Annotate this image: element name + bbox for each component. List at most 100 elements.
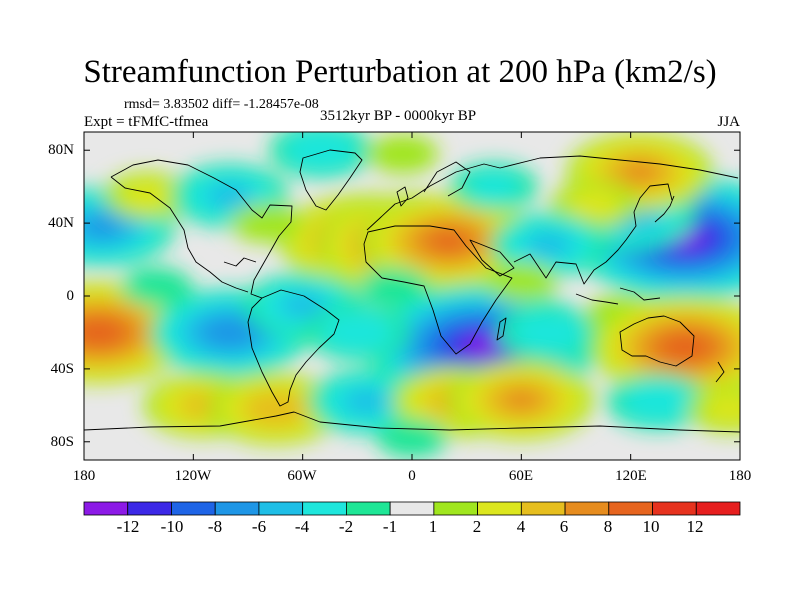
contour-band bbox=[367, 134, 439, 174]
contour-field bbox=[84, 132, 740, 460]
scandinavia-coast bbox=[423, 161, 471, 197]
cyclonic-anomaly bbox=[170, 163, 289, 228]
colorbar-swatch bbox=[520, 501, 566, 516]
cyclonic-anomaly bbox=[269, 132, 373, 179]
cyclonic-anomaly bbox=[307, 369, 426, 434]
contour-band bbox=[510, 311, 588, 354]
colorbar-swatch bbox=[302, 501, 347, 516]
anticyclonic-anomaly bbox=[230, 203, 302, 243]
cyclonic-anomaly bbox=[450, 162, 538, 211]
lat-tick-0: 0 bbox=[66, 288, 75, 304]
anticyclonic-anomaly bbox=[591, 295, 740, 399]
colorbar-label: 12 bbox=[686, 517, 704, 536]
coastlines bbox=[84, 149, 740, 433]
anticyclonic-anomaly bbox=[448, 359, 595, 440]
asia-coast bbox=[499, 155, 739, 179]
chart-title: Streamfunction Perturbation at 200 hPa (… bbox=[83, 54, 717, 90]
colorbar-label: 2 bbox=[472, 517, 482, 536]
contour-band bbox=[242, 390, 309, 428]
contour-band bbox=[230, 203, 302, 243]
contour-band bbox=[84, 317, 127, 348]
contour-band bbox=[618, 160, 661, 184]
contour-band bbox=[342, 388, 390, 415]
lon-tick-120w: 120W bbox=[174, 468, 212, 484]
contour-band bbox=[279, 292, 327, 318]
colorbar-swatch bbox=[258, 501, 304, 516]
lat-tick-80s: 80S bbox=[50, 434, 74, 450]
lon-tick-180w: 180 bbox=[72, 468, 96, 484]
anticyclonic-anomaly bbox=[686, 384, 740, 434]
contour-band bbox=[118, 179, 178, 212]
lon-tick-60e: 60E bbox=[508, 468, 534, 484]
cyclonic-anomaly bbox=[358, 267, 430, 307]
colorbar-swatch bbox=[652, 501, 697, 516]
contour-band bbox=[619, 380, 697, 423]
season-label: JJA bbox=[717, 114, 740, 130]
colorbar-label: 1 bbox=[428, 517, 438, 536]
colorbar-swatch bbox=[477, 501, 522, 516]
axis-ticks bbox=[83, 132, 741, 460]
cyclonic-anomaly bbox=[489, 212, 608, 278]
colorbar-label: 10 bbox=[642, 517, 660, 536]
contour-band bbox=[376, 418, 448, 458]
contour-band bbox=[525, 232, 573, 258]
colorbar-label: 4 bbox=[516, 517, 526, 536]
contour-band bbox=[500, 388, 543, 412]
new-zealand-coast bbox=[715, 361, 725, 383]
colorbar-label: 6 bbox=[559, 517, 569, 536]
colorbar-label: -2 bbox=[338, 517, 354, 536]
stats-text: rmsd= 3.83502 diff= -1.28457e-08 bbox=[124, 97, 319, 112]
field-blobs bbox=[84, 132, 740, 458]
contour-band bbox=[485, 261, 557, 301]
cyclonic-anomaly bbox=[376, 418, 448, 458]
colorbar-swatch bbox=[83, 501, 129, 516]
anticyclonic-anomaly bbox=[361, 193, 536, 289]
contour-band bbox=[657, 331, 714, 363]
lon-tick-60w: 60W bbox=[287, 468, 317, 484]
contour-band bbox=[463, 337, 499, 357]
colorbar-swatch bbox=[345, 501, 391, 516]
colorbar-swatch bbox=[564, 501, 610, 516]
colorbar bbox=[83, 501, 741, 516]
lat-tick-40s: 40S bbox=[50, 361, 74, 377]
africa-coast bbox=[363, 225, 513, 355]
colorbar-label: -10 bbox=[160, 517, 184, 536]
colorbar-label: -4 bbox=[294, 517, 310, 536]
contour-band bbox=[429, 230, 468, 252]
arabia-coast bbox=[469, 239, 515, 277]
colorbar-swatch bbox=[433, 501, 479, 516]
cyclonic-anomaly bbox=[121, 267, 193, 307]
britain-coast bbox=[396, 186, 409, 207]
colorbar-swatch bbox=[214, 501, 260, 516]
contour-band bbox=[199, 316, 260, 349]
antarctica-coast bbox=[84, 411, 740, 433]
contour-band bbox=[564, 188, 624, 221]
contour-band bbox=[701, 392, 740, 426]
colorbar-swatch bbox=[127, 501, 172, 516]
gulf-of-mexico bbox=[223, 257, 257, 267]
south-america-coast bbox=[247, 289, 340, 407]
north-america-west-coast bbox=[110, 176, 249, 293]
contour-band bbox=[318, 311, 396, 354]
contour-band bbox=[206, 182, 254, 209]
japan-coast bbox=[654, 195, 675, 223]
contour-band bbox=[282, 132, 360, 172]
contour-band bbox=[121, 267, 193, 307]
indonesia-coast bbox=[575, 287, 661, 305]
anticyclonic-anomaly bbox=[367, 134, 439, 174]
lon-tick-180e: 180 bbox=[728, 468, 752, 484]
contour-band bbox=[464, 170, 524, 203]
north-america-coast bbox=[110, 159, 293, 299]
experiment-label: Expt = tFMfC-tfmea bbox=[84, 114, 209, 130]
cyclonic-anomaly bbox=[497, 304, 601, 361]
colorbar-swatch bbox=[171, 501, 216, 516]
period-label: 3512kyr BP - 0000kyr BP bbox=[320, 108, 477, 124]
anticyclonic-anomaly bbox=[485, 261, 557, 301]
colorbar-label: -8 bbox=[207, 517, 223, 536]
anticyclonic-anomaly bbox=[209, 372, 342, 446]
colorbar-swatch bbox=[389, 501, 435, 516]
contour-band bbox=[84, 215, 124, 239]
greenland-coast bbox=[299, 149, 363, 211]
contour-band bbox=[358, 267, 430, 307]
